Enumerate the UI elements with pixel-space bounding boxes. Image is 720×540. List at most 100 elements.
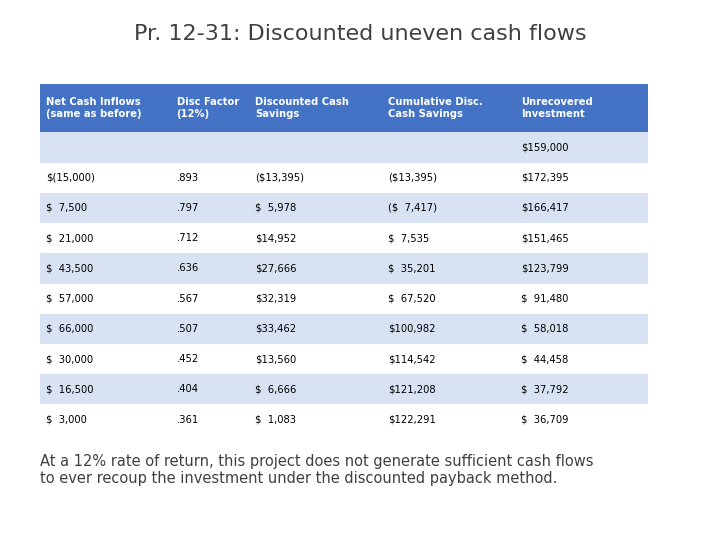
Text: At a 12% rate of return, this project does not generate sufficient cash flows
to: At a 12% rate of return, this project do… (40, 454, 593, 486)
Text: $  66,000: $ 66,000 (46, 324, 94, 334)
Text: .567: .567 (176, 294, 199, 303)
Bar (382, 344, 515, 374)
Text: $166,417: $166,417 (521, 203, 570, 213)
Text: ($13,395): ($13,395) (255, 173, 304, 183)
Text: $151,465: $151,465 (521, 233, 570, 243)
Text: $  67,520: $ 67,520 (388, 294, 436, 303)
Bar (40, 84, 173, 132)
Bar (40, 193, 173, 223)
Bar (40, 253, 173, 284)
Text: $14,952: $14,952 (255, 233, 297, 243)
Text: $(15,000): $(15,000) (46, 173, 95, 183)
Bar (40, 284, 173, 314)
Bar (40, 163, 173, 193)
Text: $  7,535: $ 7,535 (388, 233, 430, 243)
Text: $33,462: $33,462 (255, 324, 296, 334)
Bar (173, 84, 248, 132)
Bar (248, 344, 382, 374)
Bar (40, 223, 173, 253)
Text: $123,799: $123,799 (521, 264, 570, 273)
Bar (173, 163, 248, 193)
Text: $  36,709: $ 36,709 (521, 415, 569, 424)
Bar (173, 193, 248, 223)
Bar (248, 314, 382, 344)
Bar (515, 223, 648, 253)
Text: $  16,500: $ 16,500 (46, 384, 94, 394)
Text: $  91,480: $ 91,480 (521, 294, 569, 303)
Bar (173, 132, 248, 163)
Bar (382, 374, 515, 404)
Text: $  43,500: $ 43,500 (46, 264, 94, 273)
Text: $  5,978: $ 5,978 (255, 203, 297, 213)
Text: .636: .636 (176, 264, 199, 273)
Bar (382, 163, 515, 193)
Text: .452: .452 (176, 354, 199, 364)
Bar (515, 404, 648, 435)
Bar (173, 344, 248, 374)
Text: $122,291: $122,291 (388, 415, 436, 424)
Text: $  21,000: $ 21,000 (46, 233, 94, 243)
Bar (382, 314, 515, 344)
Bar (515, 284, 648, 314)
Text: Disc Factor
(12%): Disc Factor (12%) (176, 97, 239, 119)
Bar (382, 84, 515, 132)
Text: .404: .404 (176, 384, 199, 394)
Text: $100,982: $100,982 (388, 324, 436, 334)
Bar (382, 223, 515, 253)
Text: $  6,666: $ 6,666 (255, 384, 297, 394)
Text: $  58,018: $ 58,018 (521, 324, 569, 334)
Bar (515, 132, 648, 163)
Text: $  30,000: $ 30,000 (46, 354, 94, 364)
Bar (382, 253, 515, 284)
Text: .712: .712 (176, 233, 199, 243)
Text: ($13,395): ($13,395) (388, 173, 437, 183)
Text: $159,000: $159,000 (521, 143, 569, 152)
Text: .507: .507 (176, 324, 199, 334)
Bar (515, 193, 648, 223)
Text: Net Cash Inflows
(same as before): Net Cash Inflows (same as before) (46, 97, 142, 119)
Bar (515, 314, 648, 344)
Bar (173, 404, 248, 435)
Text: $  37,792: $ 37,792 (521, 384, 569, 394)
Text: Pr. 12-31: Discounted uneven cash flows: Pr. 12-31: Discounted uneven cash flows (134, 24, 586, 44)
Bar (248, 374, 382, 404)
Text: $114,542: $114,542 (388, 354, 436, 364)
Text: .797: .797 (176, 203, 199, 213)
Bar (248, 163, 382, 193)
Bar (248, 223, 382, 253)
Text: $121,208: $121,208 (388, 384, 436, 394)
Text: Cumulative Disc.
Cash Savings: Cumulative Disc. Cash Savings (388, 97, 483, 119)
Bar (173, 253, 248, 284)
Bar (248, 132, 382, 163)
Text: $32,319: $32,319 (255, 294, 297, 303)
Bar (382, 404, 515, 435)
Bar (248, 84, 382, 132)
Bar (248, 193, 382, 223)
Text: $13,560: $13,560 (255, 354, 297, 364)
Text: $  57,000: $ 57,000 (46, 294, 94, 303)
Text: Discounted Cash
Savings: Discounted Cash Savings (255, 97, 349, 119)
Bar (248, 253, 382, 284)
Text: $27,666: $27,666 (255, 264, 297, 273)
Bar (40, 374, 173, 404)
Bar (515, 84, 648, 132)
Text: $  1,083: $ 1,083 (255, 415, 296, 424)
Bar (173, 223, 248, 253)
Bar (382, 132, 515, 163)
Text: $  3,000: $ 3,000 (46, 415, 87, 424)
Text: .893: .893 (176, 173, 199, 183)
Bar (248, 404, 382, 435)
Bar (382, 193, 515, 223)
Text: $172,395: $172,395 (521, 173, 570, 183)
Bar (382, 284, 515, 314)
Bar (515, 163, 648, 193)
Bar (173, 314, 248, 344)
Text: ($  7,417): ($ 7,417) (388, 203, 437, 213)
Bar (40, 314, 173, 344)
Bar (515, 374, 648, 404)
Bar (40, 404, 173, 435)
Text: $  44,458: $ 44,458 (521, 354, 569, 364)
Bar (173, 374, 248, 404)
Bar (173, 284, 248, 314)
Bar (515, 253, 648, 284)
